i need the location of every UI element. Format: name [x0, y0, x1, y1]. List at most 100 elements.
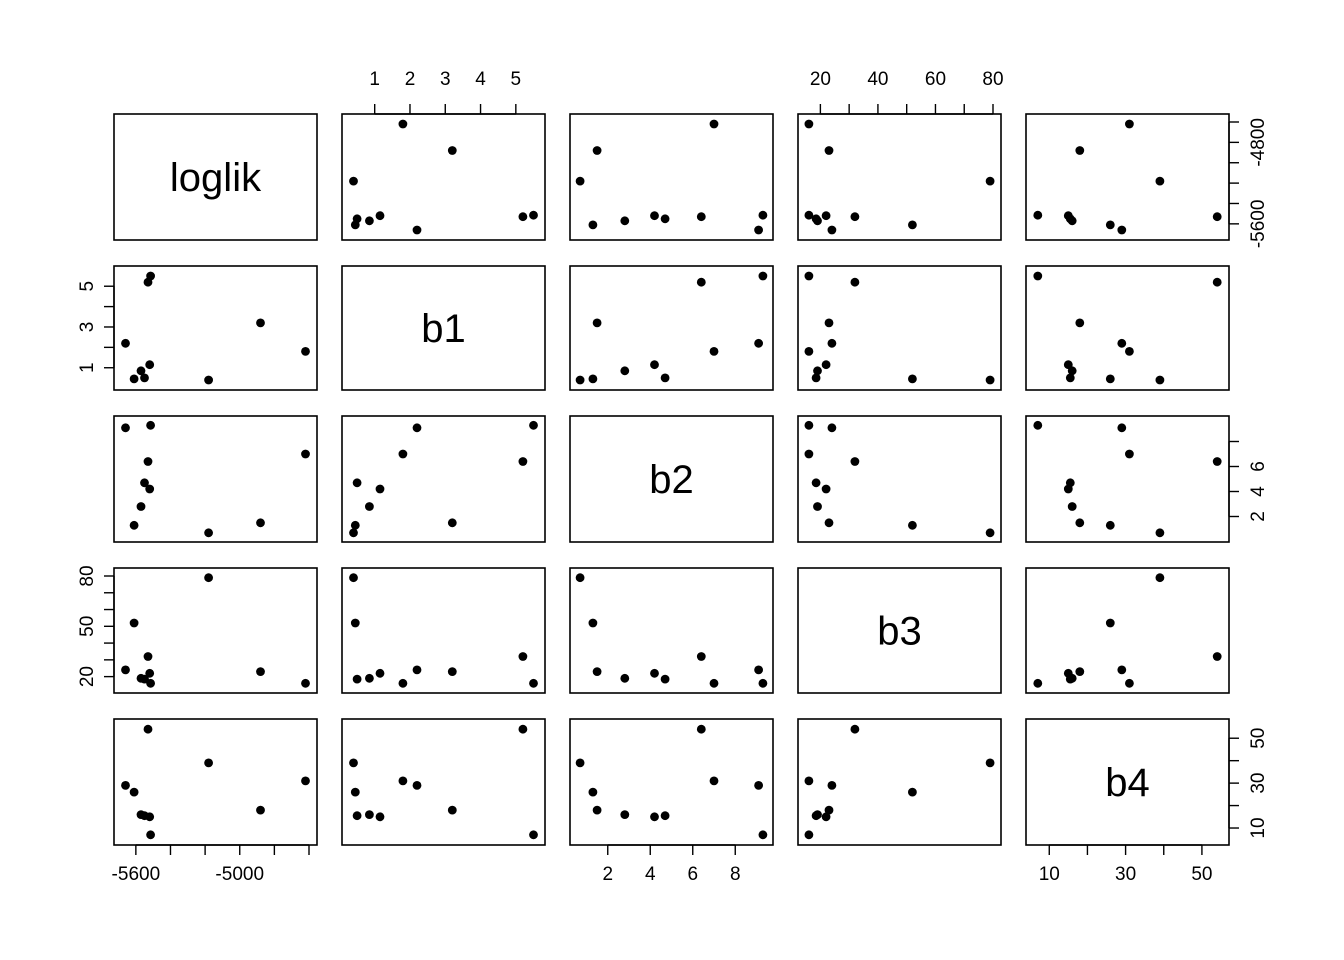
point-b3-vs-b1-2	[350, 618, 360, 628]
point-b4-vs-b3-10	[804, 776, 814, 786]
panel-b1-vs-b3	[797, 265, 1002, 391]
tick-label-bottom-loglik-0: -5600	[112, 864, 161, 885]
point-b2-vs-loglik-9	[256, 518, 265, 528]
point-b3-vs-b4-9	[1075, 667, 1085, 676]
point-b2-vs-b3-7	[804, 420, 814, 430]
point-loglik-vs-b2-3	[620, 216, 630, 226]
point-b1-vs-b2-1	[754, 338, 763, 348]
panel-b3-vs-b1	[341, 567, 546, 694]
point-b4-vs-b1-5	[518, 724, 528, 734]
point-b4-vs-b1-10	[398, 776, 408, 786]
point-b2-vs-b1-5	[518, 457, 528, 466]
panel-b1-vs-b2	[569, 265, 774, 391]
point-b1-vs-loglik-8	[204, 375, 214, 385]
tick-label-top-b1-4: 5	[511, 69, 522, 90]
point-b3-vs-b1-5	[518, 652, 528, 661]
point-b3-vs-b2-9	[592, 667, 602, 676]
point-b4-vs-b1-8	[349, 758, 358, 768]
point-b3-vs-b4-2	[1105, 618, 1115, 628]
point-loglik-vs-b4-6	[1063, 211, 1073, 221]
point-b4-vs-b2-5	[696, 724, 706, 734]
point-b1-vs-b3-8	[985, 375, 995, 385]
point-b2-vs-b1-10	[398, 449, 408, 459]
point-b1-vs-b2-9	[592, 318, 602, 328]
point-b2-vs-loglik-7	[146, 420, 156, 430]
point-b2-vs-b1-8	[349, 528, 358, 538]
point-b1-vs-b4-7	[1033, 271, 1043, 281]
point-b4-vs-b1-2	[350, 787, 360, 797]
point-loglik-vs-b3-4	[811, 214, 821, 224]
point-b3-vs-b2-10	[709, 678, 719, 688]
point-b3-vs-b4-8	[1155, 573, 1165, 583]
point-b3-vs-b2-8	[575, 573, 585, 583]
point-b4-vs-b2-3	[620, 810, 630, 819]
point-b2-vs-b3-5	[850, 457, 860, 466]
point-loglik-vs-b2-2	[588, 220, 598, 230]
point-b1-vs-b4-8	[1155, 375, 1165, 385]
point-b1-vs-b2-6	[650, 360, 659, 370]
tick-label-right-b4-4: 50	[1248, 728, 1269, 749]
point-loglik-vs-b1-9	[447, 146, 457, 155]
diagonal-label-b1: b1	[421, 307, 466, 351]
tick-label-right-b2-2: 6	[1248, 461, 1269, 472]
point-b3-vs-loglik-10	[301, 678, 310, 688]
point-loglik-vs-b3-7	[804, 210, 814, 220]
tick-label-top-b3-2: 40	[867, 69, 888, 90]
point-loglik-vs-b4-9	[1075, 146, 1085, 155]
point-loglik-vs-b4-2	[1105, 220, 1115, 230]
point-b2-vs-b3-6	[821, 484, 831, 494]
tick-label-bottom-b2-1: 4	[645, 864, 656, 885]
tick-label-top-b1-2: 3	[440, 69, 451, 90]
point-b4-vs-b1-6	[375, 812, 385, 822]
point-loglik-vs-b2-9	[592, 146, 602, 155]
point-loglik-vs-b1-6	[375, 211, 385, 221]
point-b1-vs-b3-5	[850, 277, 860, 287]
point-b1-vs-b2-8	[575, 375, 585, 385]
panel-b2-vs-b2	[569, 415, 774, 543]
panel-loglik-vs-loglik	[113, 113, 318, 241]
point-b1-vs-loglik-4	[140, 373, 149, 383]
point-b3-vs-b1-8	[349, 573, 358, 583]
point-b2-vs-b3-3	[813, 502, 822, 511]
panel-b3-vs-b4	[1025, 567, 1230, 694]
point-b4-vs-loglik-6	[145, 812, 155, 822]
point-b1-vs-b2-7	[758, 271, 768, 281]
point-loglik-vs-b1-3	[365, 216, 374, 226]
tick-label-right-loglik-4: -4800	[1248, 118, 1269, 167]
tick-label-left-b1-0: 1	[77, 362, 98, 373]
point-b1-vs-b4-1	[1117, 338, 1127, 348]
point-b2-vs-b1-1	[412, 423, 422, 433]
point-b1-vs-loglik-10	[301, 347, 310, 356]
point-loglik-vs-b3-6	[821, 211, 831, 221]
point-loglik-vs-b3-8	[985, 176, 995, 186]
point-b2-vs-b4-6	[1063, 484, 1073, 494]
tick-label-bottom-b2-2: 6	[687, 864, 698, 885]
panel-loglik-vs-b4	[1025, 113, 1230, 241]
panel-b2-vs-b3	[797, 415, 1002, 543]
tick-label-top-b1-0: 1	[369, 69, 380, 90]
point-b3-vs-loglik-9	[256, 667, 265, 676]
point-loglik-vs-b4-8	[1155, 176, 1165, 186]
point-b1-vs-loglik-7	[146, 271, 156, 281]
point-loglik-vs-b1-4	[352, 214, 362, 224]
point-b4-vs-b2-2	[588, 787, 598, 797]
tick-label-bottom-b4-2: 30	[1115, 864, 1136, 885]
point-b4-vs-loglik-7	[146, 830, 156, 840]
point-b1-vs-b3-7	[804, 271, 814, 281]
point-b4-vs-b3-2	[908, 787, 917, 797]
point-b2-vs-b3-8	[985, 528, 995, 538]
point-b2-vs-b4-7	[1033, 420, 1043, 430]
point-b3-vs-b1-6	[375, 668, 385, 678]
diagonal-label-b3: b3	[877, 610, 922, 654]
point-b3-vs-b4-10	[1125, 678, 1134, 688]
point-b1-vs-loglik-2	[129, 374, 139, 384]
point-loglik-vs-b3-9	[824, 146, 834, 155]
point-b3-vs-loglik-1	[121, 665, 130, 675]
point-b4-vs-b2-10	[709, 776, 719, 786]
point-b1-vs-b2-2	[588, 374, 598, 384]
point-b1-vs-b3-4	[811, 373, 821, 383]
point-b3-vs-b2-5	[696, 652, 706, 661]
point-loglik-vs-b2-7	[758, 210, 768, 220]
point-b3-vs-loglik-7	[146, 678, 156, 688]
point-b1-vs-b4-2	[1105, 374, 1115, 384]
